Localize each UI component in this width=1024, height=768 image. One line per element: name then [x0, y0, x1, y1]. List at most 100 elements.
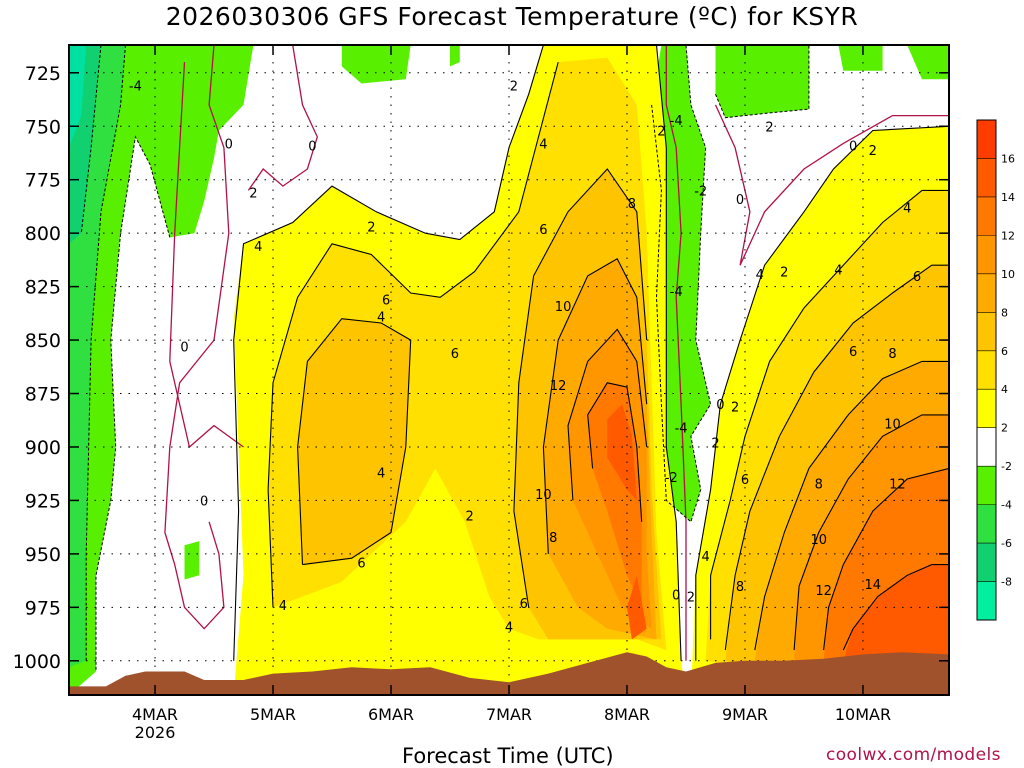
contour-label: -4 [670, 114, 683, 129]
contour-label: 8 [736, 580, 744, 595]
contour-label: 14 [865, 578, 882, 593]
contour-label: 10 [884, 417, 901, 432]
y-tick-label: 875 [25, 384, 61, 406]
contour-0-e [169, 62, 244, 449]
y-tick-label: 975 [25, 597, 61, 619]
contour-12-a [587, 382, 643, 522]
contour-label: 2 [466, 509, 474, 524]
contour-8-b [754, 360, 949, 651]
contour-label: 4 [279, 599, 287, 614]
contour-label: 4 [756, 268, 764, 283]
colorbar-label: 8 [1001, 306, 1008, 319]
colorbar-segment [977, 158, 996, 197]
colorbar-segment [977, 235, 996, 274]
colorbar-segment [977, 427, 996, 467]
cold-patch-right [715, 45, 809, 118]
x-tick-label: 9MAR [722, 705, 768, 724]
contour-label: 8 [888, 347, 896, 362]
colorbar-segment [977, 504, 996, 544]
contour-label: 8 [815, 477, 823, 492]
contour-label: 0 [225, 137, 233, 152]
warm-region-a-6 [297, 318, 411, 565]
y-tick-label: 925 [25, 490, 61, 512]
contour-label: -4 [675, 422, 688, 437]
colorbar-label: 10 [1001, 268, 1015, 281]
contour-m4-a [85, 45, 126, 661]
x-tick-label: 10MAR [835, 705, 891, 724]
y-tick-label: 750 [25, 116, 61, 138]
contour-m2-c [715, 45, 810, 119]
contour-2-c [695, 125, 949, 661]
contour-label: 12 [889, 477, 906, 492]
contour-0-d [714, 104, 949, 266]
contour-label: 6 [913, 270, 921, 285]
y-tick-label: 825 [25, 277, 61, 299]
contour-10-b [793, 414, 949, 651]
colorbar-label: -2 [1001, 460, 1012, 473]
cold-patch-c [184, 541, 200, 580]
contour-label: 0 [200, 494, 208, 509]
warm-region-b-14 [607, 404, 637, 501]
colorbar-label: 12 [1001, 229, 1015, 242]
warm-region-b-14b [627, 575, 647, 640]
x-tick-label: 8MAR [604, 705, 650, 724]
colorbar-segment [977, 389, 996, 428]
colorbar-frame [976, 119, 997, 621]
contour-label: -4 [129, 80, 142, 95]
contour-14-b [842, 564, 949, 651]
chart-title: 2026030306 GFS Forecast Temperature (ºC)… [165, 2, 859, 31]
contour-4-b [710, 189, 949, 640]
contour-label: 0 [716, 398, 724, 413]
contour-label: 4 [377, 311, 385, 326]
contour-label: 2 [367, 221, 375, 236]
contour-label: 6 [520, 597, 528, 612]
cold-region-left [69, 45, 254, 695]
y-tick-label: 1000 [13, 651, 61, 673]
y-tick-label: 900 [25, 437, 61, 459]
contour-6-c [724, 264, 949, 651]
contour-label: 0 [672, 589, 680, 604]
cold-patch-a [341, 45, 411, 84]
cold-region-left-8 [69, 45, 87, 148]
contour-2-b [655, 45, 682, 661]
contour-0-b [247, 45, 318, 191]
x-tick-label: 7MAR [486, 705, 532, 724]
contour-label: 4 [377, 467, 385, 482]
colorbar-label: 2 [1001, 422, 1008, 435]
contour-label: 4 [702, 550, 710, 565]
contour-6-a [297, 318, 412, 566]
cold-patch-b [450, 45, 460, 67]
contour-label: -4 [670, 285, 683, 300]
contour-label: 4 [903, 202, 911, 217]
contour-10-a [567, 328, 648, 501]
contour-label: 12 [815, 584, 832, 599]
contour-label: 6 [849, 345, 857, 360]
colorbar-label: 16 [1001, 152, 1015, 165]
contour-0-a [164, 45, 230, 630]
contour-m6-a [80, 45, 102, 234]
colorbar-segment [977, 273, 996, 313]
colorbar-label: 6 [1001, 345, 1008, 358]
contour-label: 2 [765, 120, 773, 135]
contour-label: 4 [505, 621, 513, 636]
contour-label: 2 [510, 80, 518, 95]
contour-label: -2 [694, 184, 707, 199]
contour-label: 2 [731, 400, 739, 415]
terrain-ground [69, 652, 949, 695]
contour-label: -2 [665, 471, 678, 486]
contour-label: 2 [869, 144, 877, 159]
colorbar-segment [977, 196, 996, 236]
y-tick-label: 800 [25, 223, 61, 245]
contour-label: 2 [657, 125, 665, 140]
colorbar-label: -8 [1001, 576, 1012, 589]
contour-8-a [542, 258, 648, 554]
contour-label: 0 [308, 139, 316, 154]
contour-label: 10 [535, 488, 552, 503]
x-tick-label: 4MAR [132, 705, 178, 724]
y-tick-label: 775 [25, 170, 61, 192]
contour-label: 2 [249, 187, 257, 202]
site-credit: coolwx.com/models [826, 745, 1001, 765]
contour-m2-a [95, 135, 171, 672]
contour-label: 0 [736, 193, 744, 208]
contour-6-b [513, 168, 648, 608]
